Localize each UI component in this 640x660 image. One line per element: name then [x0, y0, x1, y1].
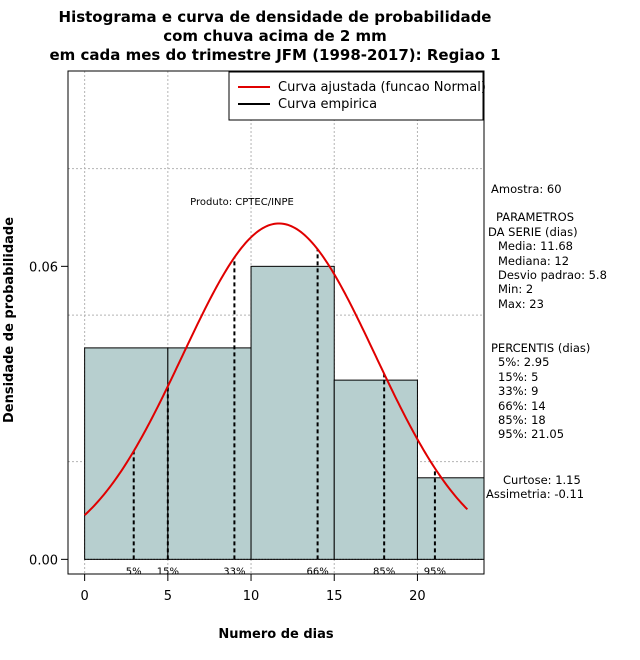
percentile-markers: 5% 15% 33% 66% 85% 95% [126, 249, 446, 577]
histogram-bars [84, 265, 485, 560]
percentil-95: 95%: 21.05 [498, 427, 564, 441]
chart-title-line-3: em cada mes do trimestre JFM (1998-2017)… [49, 46, 500, 64]
param-max: Max: 23 [498, 297, 544, 311]
x-tick-label: 5 [164, 589, 172, 604]
x-axis: 0 5 10 15 20 [80, 573, 426, 604]
x-tick-label: 10 [243, 589, 260, 604]
x-tick-label: 15 [326, 589, 343, 604]
y-axis: 0.00 0.06 [29, 260, 69, 568]
density-curves [83, 222, 469, 516]
chart-title-line-2: com chuva acima de 2 mm [163, 27, 387, 45]
histogram-bar [167, 347, 252, 560]
param-min: Min: 2 [498, 282, 533, 296]
percentil-15: 15%: 5 [498, 370, 538, 384]
histogram-bar [333, 379, 418, 560]
percentile-marker-label: 66% [306, 566, 328, 577]
y-axis-title: Densidade de probabilidade [2, 217, 17, 423]
percentile-marker-label: 95% [424, 566, 446, 577]
param-mediana: Mediana: 12 [498, 254, 569, 268]
y-tick-label: 0.00 [29, 553, 58, 568]
curtose-text: Curtose: 1.15 [503, 473, 581, 487]
legend-box [228, 71, 484, 121]
percentil-33: 33%: 9 [498, 384, 538, 398]
legend: Curva ajustada (funcao Normal) Curva emp… [228, 71, 486, 121]
product-label: Produto: CPTEC/INPE [190, 197, 294, 208]
normal-curve [83, 222, 469, 516]
x-tick-label: 20 [409, 589, 426, 604]
percentil-5: 5%: 2.95 [498, 355, 549, 369]
chart-title-line-1: Histograma e curva de densidade de proba… [59, 8, 492, 26]
legend-normal-label: Curva ajustada (funcao Normal) [278, 80, 486, 95]
x-tick-label: 0 [80, 589, 88, 604]
percentile-marker-label: 15% [157, 566, 179, 577]
parametros-title-1: PARAMETROS [496, 210, 574, 224]
percentile-marker-label: 33% [223, 566, 245, 577]
stats-side-panel: Amostra: 60 PARAMETROS DA SERIE (dias) M… [486, 182, 607, 501]
percentile-marker-label: 5% [126, 566, 142, 577]
amostra-text: Amostra: 60 [491, 182, 562, 196]
parametros-title-2: DA SERIE (dias) [488, 225, 578, 239]
param-media: Media: 11.68 [498, 239, 573, 253]
x-axis-title: Numero de dias [218, 627, 334, 642]
histogram-bar [250, 265, 335, 560]
histogram-bar [84, 347, 169, 560]
y-tick-label: 0.06 [29, 260, 58, 275]
percentil-85: 85%: 18 [498, 413, 546, 427]
legend-empirical-label: Curva empirica [278, 97, 377, 112]
percentis-title: PERCENTIS (dias) [491, 341, 590, 355]
assimetria-text: Assimetria: -0.11 [486, 487, 584, 501]
param-desvio: Desvio padrao: 5.8 [498, 268, 607, 282]
percentil-66: 66%: 14 [498, 399, 546, 413]
percentile-marker-label: 85% [373, 566, 395, 577]
